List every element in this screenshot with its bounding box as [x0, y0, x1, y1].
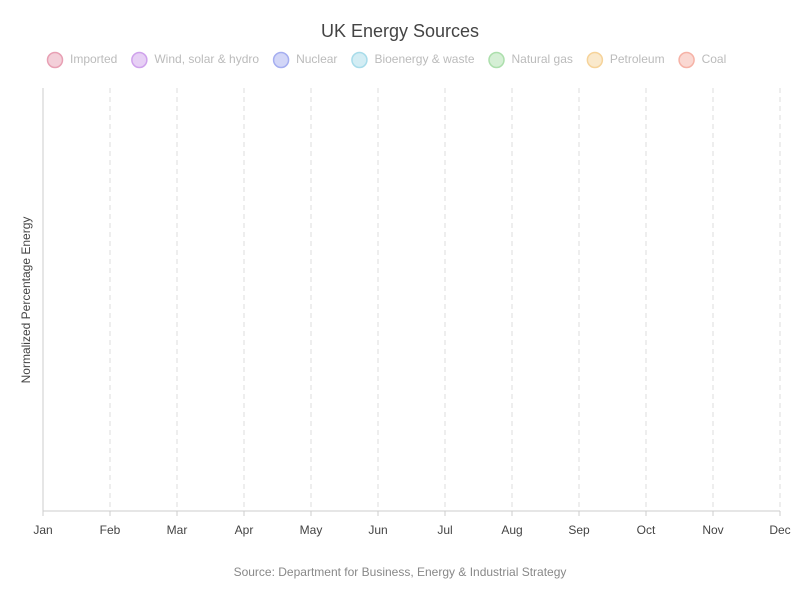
x-tick-label: Mar: [167, 523, 188, 537]
legend-label[interactable]: Wind, solar & hydro: [154, 52, 259, 66]
legend-marker[interactable]: [351, 51, 368, 69]
x-tick-label: Jun: [368, 523, 387, 537]
legend-marker[interactable]: [488, 51, 505, 69]
x-tick-label: Aug: [501, 523, 522, 537]
legend-marker[interactable]: [131, 51, 148, 69]
x-tick-label: Sep: [568, 523, 590, 537]
chart-title: UK Energy Sources: [321, 21, 479, 41]
x-tick-label: Feb: [100, 523, 121, 537]
x-tick-label: Apr: [235, 523, 254, 537]
legend-label[interactable]: Imported: [70, 52, 117, 66]
legend-marker[interactable]: [46, 51, 64, 69]
x-tick-label: Nov: [702, 523, 723, 537]
x-tick-label: Dec: [769, 523, 790, 537]
x-tick-label: Jul: [437, 523, 452, 537]
legend-marker[interactable]: [678, 51, 695, 69]
legend-marker[interactable]: [272, 51, 290, 69]
legend-label[interactable]: Coal: [702, 52, 727, 66]
source-note: Source: Department for Business, Energy …: [234, 565, 567, 579]
legend-label[interactable]: Nuclear: [296, 52, 337, 66]
x-tick-label: Oct: [637, 523, 656, 537]
legend-marker[interactable]: [586, 51, 604, 69]
legend-label[interactable]: Petroleum: [610, 52, 665, 66]
x-tick-label: Jan: [33, 523, 52, 537]
x-tick-label: May: [300, 523, 323, 537]
y-axis-label: Normalized Percentage Energy: [19, 217, 33, 384]
legend-label[interactable]: Bioenergy & waste: [374, 52, 474, 66]
legend-label[interactable]: Natural gas: [512, 52, 573, 66]
